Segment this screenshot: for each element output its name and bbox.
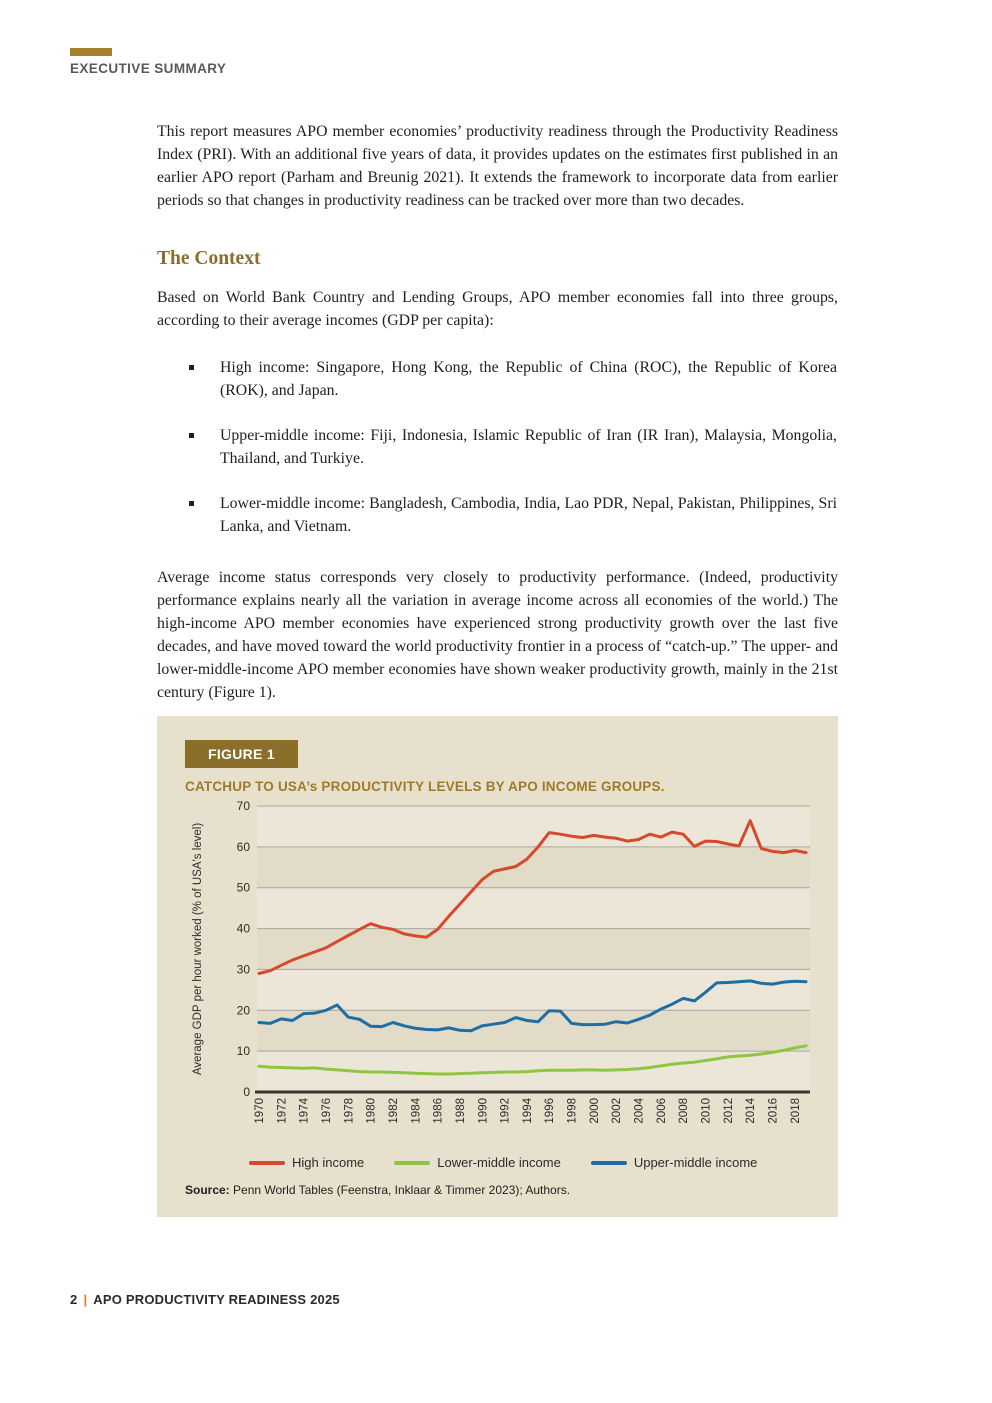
bullet-icon <box>189 433 194 438</box>
section-closing-paragraph: Average income status corresponds very c… <box>157 569 838 701</box>
figure-label-badge: FIGURE 1 <box>185 740 298 768</box>
page-number: 2 <box>70 1292 78 1307</box>
svg-text:50: 50 <box>237 881 251 895</box>
list-item: High income: Singapore, Hong Kong, the R… <box>157 356 838 402</box>
svg-text:1984: 1984 <box>410 1097 422 1123</box>
body-column: This report measures APO member economie… <box>157 112 838 1217</box>
svg-text:1986: 1986 <box>433 1098 445 1124</box>
svg-text:60: 60 <box>237 840 251 854</box>
figure-title: CATCHUP TO USA’s PRODUCTIVITY LEVELS BY … <box>185 779 665 794</box>
bullet-icon <box>189 365 194 370</box>
svg-text:1994: 1994 <box>522 1097 534 1123</box>
footer-title: APO PRODUCTIVITY READINESS 2025 <box>93 1292 340 1307</box>
source-label: Source: <box>185 1183 230 1197</box>
svg-text:1972: 1972 <box>276 1098 288 1124</box>
source-text: Penn World Tables (Feenstra, Inklaar & T… <box>229 1183 571 1197</box>
svg-text:1988: 1988 <box>455 1098 467 1124</box>
svg-text:10: 10 <box>237 1044 251 1058</box>
income-groups-list: High income: Singapore, Hong Kong, the R… <box>157 356 838 538</box>
svg-text:70: 70 <box>237 800 251 813</box>
legend-label: High income <box>292 1155 365 1170</box>
svg-text:2008: 2008 <box>678 1098 690 1124</box>
list-item-text: Upper-middle income: Fiji, Indonesia, Is… <box>220 427 837 467</box>
chapter-title: EXECUTIVE SUMMARY <box>70 61 227 76</box>
svg-text:0: 0 <box>243 1085 250 1099</box>
svg-text:1982: 1982 <box>388 1098 400 1124</box>
svg-text:40: 40 <box>237 922 251 936</box>
section-lead-paragraph: Based on World Bank Country and Lending … <box>157 289 838 329</box>
chart-legend: High income Lower-middle income Upper-mi… <box>249 1155 810 1170</box>
svg-text:1996: 1996 <box>544 1098 556 1124</box>
bullet-icon <box>189 501 194 506</box>
svg-text:1980: 1980 <box>366 1098 378 1124</box>
section-heading: The Context <box>157 248 261 269</box>
legend-item-high-income: High income <box>249 1155 364 1170</box>
figure-1-panel: FIGURE 1 CATCHUP TO USA’s PRODUCTIVITY L… <box>157 716 838 1217</box>
lower-middle-income-line-swatch <box>394 1160 431 1165</box>
svg-text:1992: 1992 <box>500 1098 512 1124</box>
svg-text:30: 30 <box>237 962 251 976</box>
catchup-line-chart: 0 10 20 30 40 50 60 70 Average GDP per hour work… <box>192 799 810 1124</box>
footer-separator: | <box>83 1292 88 1307</box>
legend-label: Upper-middle income <box>633 1155 758 1170</box>
legend-item-upper-middle-income: Upper-middle income <box>590 1155 758 1170</box>
svg-text:2014: 2014 <box>745 1097 757 1123</box>
upper-middle-income-line-swatch <box>590 1160 627 1165</box>
list-item-text: High income: Singapore, Hong Kong, the R… <box>220 359 837 399</box>
svg-text:1974: 1974 <box>299 1097 311 1123</box>
legend-item-lower-middle-income: Lower-middle income <box>394 1155 561 1170</box>
svg-text:1998: 1998 <box>567 1098 579 1124</box>
line-chart: 0 10 20 30 40 50 60 70 Average GDP per hour work… <box>185 799 810 1147</box>
high-income-line-swatch <box>249 1160 285 1165</box>
svg-text:2006: 2006 <box>656 1098 668 1124</box>
intro-paragraph: This report measures APO member economie… <box>157 123 838 209</box>
svg-text:1976: 1976 <box>321 1098 333 1124</box>
figure-source: Source: Penn World Tables (Feenstra, Ink… <box>185 1183 810 1197</box>
svg-text:1990: 1990 <box>477 1098 489 1124</box>
list-item-text: Lower-middle income: Bangladesh, Cambodi… <box>220 495 837 535</box>
svg-text:2012: 2012 <box>723 1098 735 1124</box>
svg-text:2018: 2018 <box>790 1098 802 1124</box>
svg-text:2010: 2010 <box>701 1098 713 1124</box>
list-item: Lower-middle income: Bangladesh, Cambodi… <box>157 492 838 538</box>
svg-text:2002: 2002 <box>611 1098 623 1124</box>
page-footer: 2 | APO PRODUCTIVITY READINESS 2025 <box>70 1292 340 1307</box>
accent-bar <box>70 48 112 56</box>
svg-text:1970: 1970 <box>254 1098 266 1124</box>
svg-text:2004: 2004 <box>634 1097 646 1123</box>
svg-text:2000: 2000 <box>589 1098 601 1124</box>
svg-text:2016: 2016 <box>768 1098 780 1124</box>
svg-text:20: 20 <box>237 1003 251 1017</box>
svg-text:Average GDP per hour worked (%: Average GDP per hour worked (% of USA's … <box>192 823 204 1075</box>
list-item: Upper-middle income: Fiji, Indonesia, Is… <box>157 424 838 470</box>
chapter-header: EXECUTIVE SUMMARY <box>70 48 226 76</box>
legend-label: Lower-middle income <box>437 1155 561 1170</box>
svg-text:1978: 1978 <box>343 1098 355 1124</box>
